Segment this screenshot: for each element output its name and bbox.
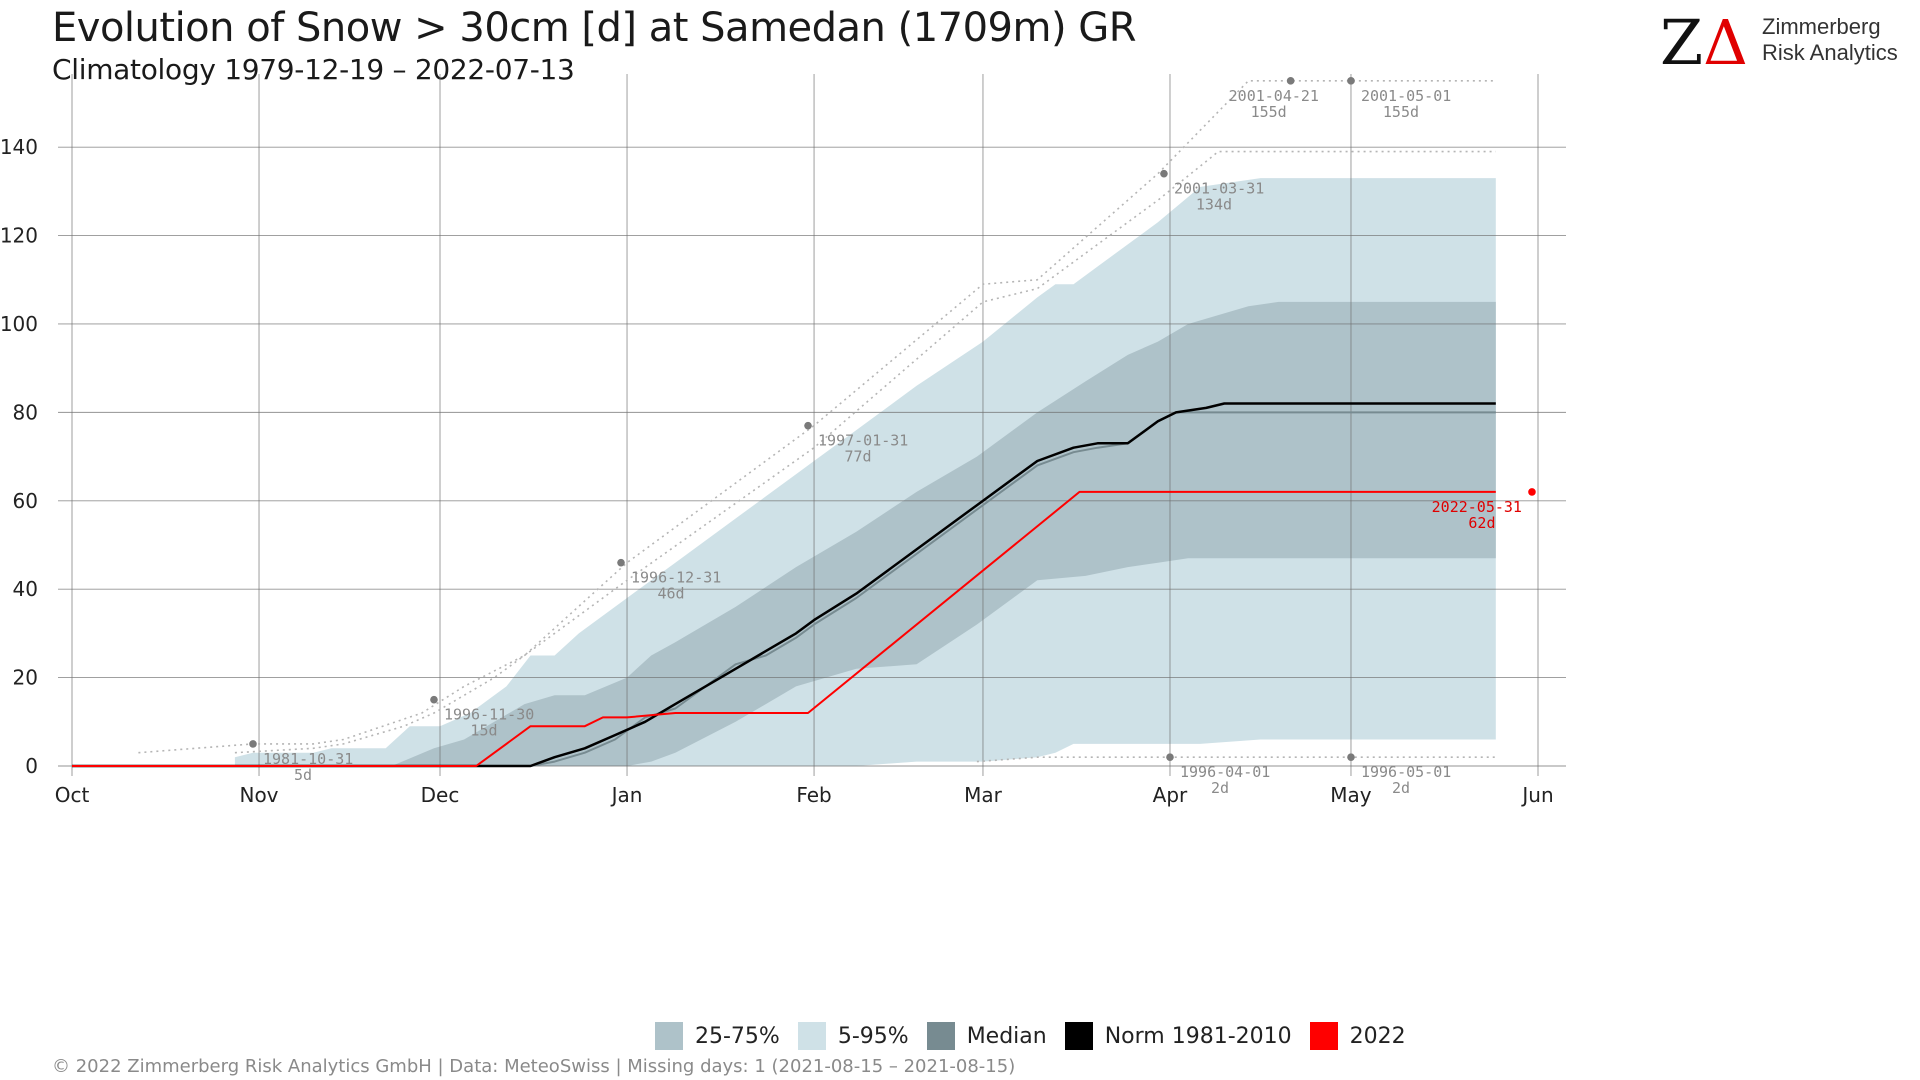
y-tick-label: 100 [0, 312, 38, 336]
chart-subtitle: Climatology 1979-12-19 – 2022-07-13 [52, 53, 575, 86]
x-tick-label: Feb [796, 783, 831, 807]
annotation-value: 77d [844, 448, 871, 466]
record-envelope-line [138, 80, 1496, 754]
snow-days-chart: 0 20 40 60 80 100 120 140 Oct Nov Dec Jan Feb Mar Apr M… [0, 74, 1566, 807]
svg-text:ZΔ: ZΔ [1660, 8, 1748, 78]
annotation-date: 1997-01-31 [818, 432, 908, 450]
y-tick-label: 20 [13, 666, 38, 690]
logo-mark-icon: ZΔ [1660, 8, 1748, 78]
record-point-marker [617, 558, 625, 567]
legend-swatch [1309, 1022, 1338, 1050]
legend-label: Norm 1981-2010 [1104, 1023, 1292, 1049]
record-envelope-line [976, 756, 1496, 763]
legend-label: 2022 [1349, 1023, 1406, 1049]
record-point-marker [1286, 77, 1295, 85]
y-tick-label: 0 [25, 754, 38, 778]
footer-credits: © 2022 Zimmerberg Risk Analytics GmbH | … [52, 1056, 1016, 1077]
annotation-date: 1996-12-31 [631, 569, 721, 587]
annotation-value: 2d [1211, 779, 1229, 797]
record-envelope-line [234, 150, 1496, 754]
record-point-marker [1166, 753, 1174, 761]
record-point-marker [1347, 753, 1355, 761]
annotation-value: 46d [657, 585, 684, 603]
legend-item: 25-75% [655, 1022, 780, 1050]
record-point-marker [1528, 488, 1536, 496]
annotation-value: 5d [294, 766, 312, 784]
record-point-marker [804, 421, 812, 430]
logo-wordmark: Zimmerberg Risk Analytics [1762, 14, 1898, 66]
y-tick-label: 120 [0, 224, 38, 248]
record-point-marker [1347, 77, 1355, 85]
annotation-date: 2001-04-21 [1229, 87, 1319, 105]
annotation-value: 62d [1468, 514, 1495, 532]
logo-z-letter: Z [1660, 8, 1703, 78]
x-tick-label: Mar [964, 783, 1003, 807]
y-tick-label: 60 [13, 489, 38, 513]
x-tick-label: Jun [1520, 783, 1553, 807]
legend-item: 5-95% [797, 1022, 909, 1050]
annotation-value: 2d [1392, 779, 1410, 797]
x-tick-label: May [1330, 783, 1372, 807]
x-tick-label: Apr [1153, 783, 1188, 807]
chart-legend: 25-75% 5-95% Median Norm 1981-2010 2022 [655, 1018, 1424, 1054]
legend-swatch [1064, 1022, 1093, 1050]
logo-line-1: Zimmerberg [1762, 14, 1881, 39]
x-tick-label: Oct [55, 783, 90, 807]
annotation-date: 2001-03-31 [1174, 180, 1264, 198]
x-tick-label: Jan [610, 783, 643, 807]
y-tick-label: 80 [13, 400, 38, 424]
legend-item: 2022 [1309, 1022, 1406, 1050]
y-tick-label: 140 [0, 135, 38, 159]
annotation-date: 1996-05-01 [1361, 763, 1451, 781]
annotation-date: 2001-05-01 [1361, 87, 1451, 105]
legend-item: Median [926, 1022, 1047, 1050]
legend-swatch [926, 1022, 955, 1050]
annotation-date: 2022-05-31 [1432, 498, 1522, 516]
legend-swatch [797, 1022, 826, 1050]
legend-label: 5-95% [837, 1023, 909, 1049]
legend-label: Median [966, 1023, 1047, 1049]
annotation-value: 134d [1196, 196, 1232, 214]
logo-line-2: Risk Analytics [1762, 40, 1898, 65]
annotation-value: 155d [1383, 103, 1419, 121]
record-point-marker [430, 695, 438, 704]
band-5-95pct [234, 178, 1496, 767]
series-line-norm-1981-2010 [72, 402, 1496, 768]
legend-item: Norm 1981-2010 [1064, 1022, 1292, 1050]
record-point-marker [249, 740, 257, 748]
annotation-date: 1981-10-31 [263, 750, 353, 768]
series-line-median [72, 411, 1496, 767]
annotation-date: 1996-04-01 [1180, 763, 1270, 781]
annotation-date: 1996-11-30 [444, 706, 534, 724]
annotation-value: 15d [470, 722, 497, 740]
x-tick-label: Nov [239, 783, 278, 807]
logo-delta-letter: Δ [1703, 8, 1748, 78]
record-point-marker [1160, 169, 1168, 178]
y-tick-label: 40 [13, 577, 38, 601]
x-tick-label: Dec [421, 783, 460, 807]
annotation-value: 155d [1251, 103, 1287, 121]
chart-title: Evolution of Snow > 30cm [d] at Samedan … [52, 5, 1137, 51]
legend-label: 25-75% [695, 1023, 780, 1049]
legend-swatch [655, 1022, 683, 1050]
series-line-2022 [72, 490, 1496, 767]
